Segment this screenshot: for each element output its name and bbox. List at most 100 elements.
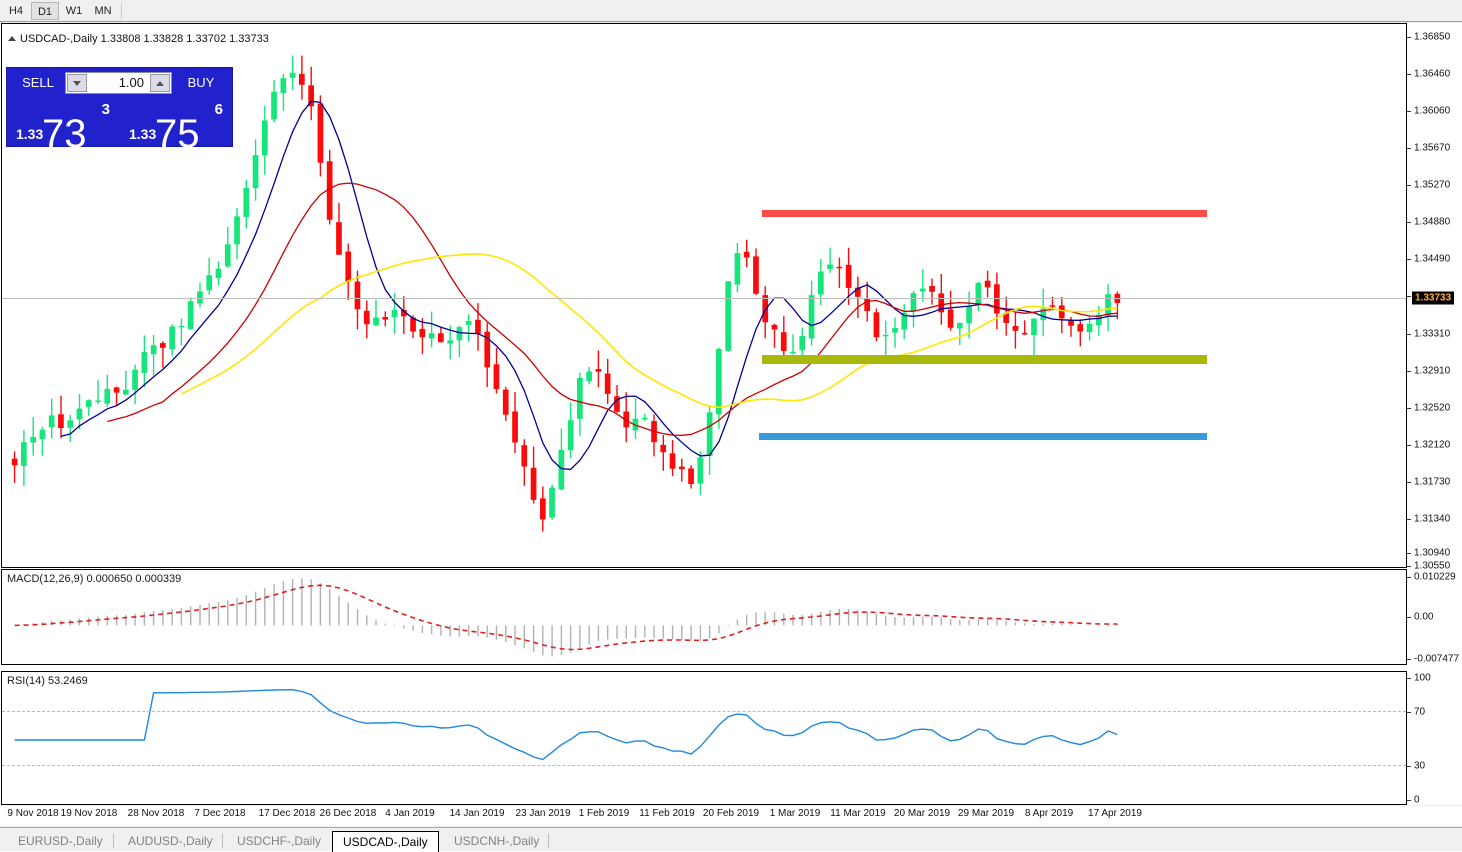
date-axis-label: 7 Dec 2018 (194, 808, 246, 819)
date-axis: 9 Nov 2018 19 Nov 2018 28 Nov 2018 7 Dec 20… (0, 806, 1462, 826)
price-axis-tick (1407, 482, 1411, 483)
buy-price-fraction: 6 (214, 101, 223, 118)
price-axis-tick (1407, 296, 1411, 297)
date-axis-label: 28 Nov 2018 (127, 808, 185, 819)
rsi-axis-label: 100 (1414, 672, 1431, 684)
support-line[interactable] (759, 433, 1207, 440)
quote-header-text: USDCAD-,Daily 1.33808 1.33828 1.33702 1.… (20, 33, 269, 45)
lot-size-input[interactable]: 1.00 (65, 72, 172, 94)
tab-usdcad-daily[interactable]: USDCAD-,Daily (332, 831, 439, 852)
rsi-axis: 100 70 30 0 (1407, 671, 1462, 806)
sell-price-prefix: 1.33 (16, 126, 44, 142)
macd-label: MACD(12,26,9) 0.000650 0.000339 (7, 573, 182, 585)
timeframe-d1[interactable]: D1 (31, 2, 59, 20)
macd-axis-tick (1407, 577, 1411, 578)
resistance-line[interactable] (762, 210, 1207, 217)
rsi-axis-tick (1407, 678, 1411, 679)
rsi-panel[interactable]: RSI(14) 53.2469 (1, 671, 1407, 805)
price-axis-label: 1.36460 (1414, 68, 1451, 80)
date-axis-label: 26 Dec 2018 (319, 808, 377, 819)
date-axis-label: 11 Feb 2019 (639, 808, 695, 819)
sell-price-big: 73 (42, 112, 87, 156)
buy-price-button[interactable]: 1.33 75 6 (121, 99, 231, 154)
price-axis-label: 1.32910 (1414, 365, 1451, 377)
price-axis-label: 1.31340 (1414, 513, 1451, 525)
date-axis-label: 1 Feb 2019 (578, 808, 630, 819)
price-axis-label: 1.35670 (1414, 142, 1451, 154)
collapse-triangle-icon[interactable] (8, 36, 16, 41)
pivot-line[interactable] (762, 355, 1207, 364)
macd-panel[interactable]: MACD(12,26,9) 0.000650 0.000339 (1, 569, 1407, 665)
date-axis-label: 20 Mar 2019 (893, 808, 951, 819)
tab-usdcnh-daily[interactable]: USDCNH-,Daily (454, 834, 540, 848)
sell-label[interactable]: SELL (22, 75, 54, 90)
price-axis-tick (1407, 222, 1411, 223)
tab-divider (222, 834, 223, 848)
oct-top-row: SELL 1.00 BUY (7, 68, 232, 98)
date-axis-label: 19 Nov 2018 (60, 808, 118, 819)
ma-mid-line (107, 182, 1118, 436)
macd-axis-tick (1407, 659, 1411, 660)
price-axis-label: 1.36850 (1414, 31, 1451, 43)
candlestick-series (11, 55, 1121, 532)
rsi-axis-label: 70 (1414, 706, 1426, 718)
date-axis-label: 9 Nov 2018 (7, 808, 59, 819)
timeframe-w1[interactable]: W1 (65, 5, 83, 17)
date-axis-label: 29 Mar 2019 (957, 808, 1015, 819)
buy-label[interactable]: BUY (187, 75, 215, 90)
tab-divider (548, 834, 549, 848)
rsi-level-70 (2, 711, 1406, 712)
timeframe-h4[interactable]: H4 (8, 5, 24, 17)
timeframe-toolbar: H4 D1 W1 MN (0, 0, 1462, 22)
price-axis-tick (1407, 148, 1411, 149)
rsi-label: RSI(14) 53.2469 (7, 675, 88, 687)
ma-fast-line (60, 100, 1118, 471)
price-axis-label: 1.32120 (1414, 439, 1451, 451)
price-axis-label: 1.33310 (1414, 328, 1451, 340)
price-axis-tick (1407, 371, 1411, 372)
price-axis-tick (1407, 74, 1411, 75)
macd-signal-line (14, 584, 1118, 651)
price-axis-label: 1.34490 (1414, 253, 1451, 265)
date-axis-label: 17 Apr 2019 (1088, 808, 1142, 819)
price-axis-tick (1407, 37, 1411, 38)
date-axis-label: 1 Mar 2019 (769, 808, 821, 819)
date-axis-label: 14 Jan 2019 (449, 808, 505, 819)
price-axis-tick (1407, 408, 1411, 409)
price-axis-tick (1407, 553, 1411, 554)
tab-eurusd-daily[interactable]: EURUSD-,Daily (18, 834, 103, 848)
rsi-axis-label: 0 (1414, 794, 1420, 806)
buy-price-prefix: 1.33 (129, 126, 157, 142)
one-click-trading-widget[interactable]: SELL 1.00 BUY 1.33 73 3 (7, 68, 232, 154)
lot-size-value: 1.00 (118, 75, 144, 90)
timeframe-mn[interactable]: MN (94, 5, 112, 17)
price-chart-panel[interactable]: USDCAD-,Daily 1.33808 1.33828 1.33702 1.… (1, 23, 1407, 568)
rsi-level-30 (2, 765, 1406, 766)
rsi-series-line (14, 688, 1118, 761)
current-price-line (2, 298, 1406, 299)
rsi-axis-label: 30 (1414, 760, 1426, 772)
price-axis-label: 1.32520 (1414, 402, 1451, 414)
rsi-axis-tick (1407, 712, 1411, 713)
tab-audusd-daily[interactable]: AUDUSD-,Daily (128, 834, 213, 848)
date-axis-label: 23 Jan 2019 (515, 808, 571, 819)
price-axis[interactable]: 1.36850 1.36460 1.36060 1.35670 1.35270 1.348… (1407, 23, 1462, 572)
price-axis-label: 1.31730 (1414, 476, 1451, 488)
price-axis-label: 1.35270 (1414, 179, 1451, 191)
macd-svg (14, 578, 1119, 657)
lot-decrease-button[interactable] (67, 74, 87, 92)
chevron-up-icon (156, 81, 164, 86)
chart-frame: USDCAD-,Daily 1.33808 1.33828 1.33702 1.… (0, 23, 1462, 806)
lot-increase-button[interactable] (150, 74, 170, 92)
sell-price-fraction: 3 (101, 101, 110, 118)
rsi-axis-tick (1407, 800, 1411, 801)
macd-axis-label: -0.007477 (1414, 653, 1460, 665)
date-axis-label: 20 Feb 2019 (702, 808, 760, 819)
price-axis-tick (1407, 334, 1411, 335)
date-axis-label: 4 Jan 2019 (385, 808, 435, 819)
chevron-down-icon (73, 81, 81, 86)
sell-price-button[interactable]: 1.33 73 3 (8, 99, 118, 154)
price-axis-tick (1407, 185, 1411, 186)
date-axis-label: 11 Mar 2019 (830, 808, 886, 819)
tab-usdchf-daily[interactable]: USDCHF-,Daily (237, 834, 321, 848)
